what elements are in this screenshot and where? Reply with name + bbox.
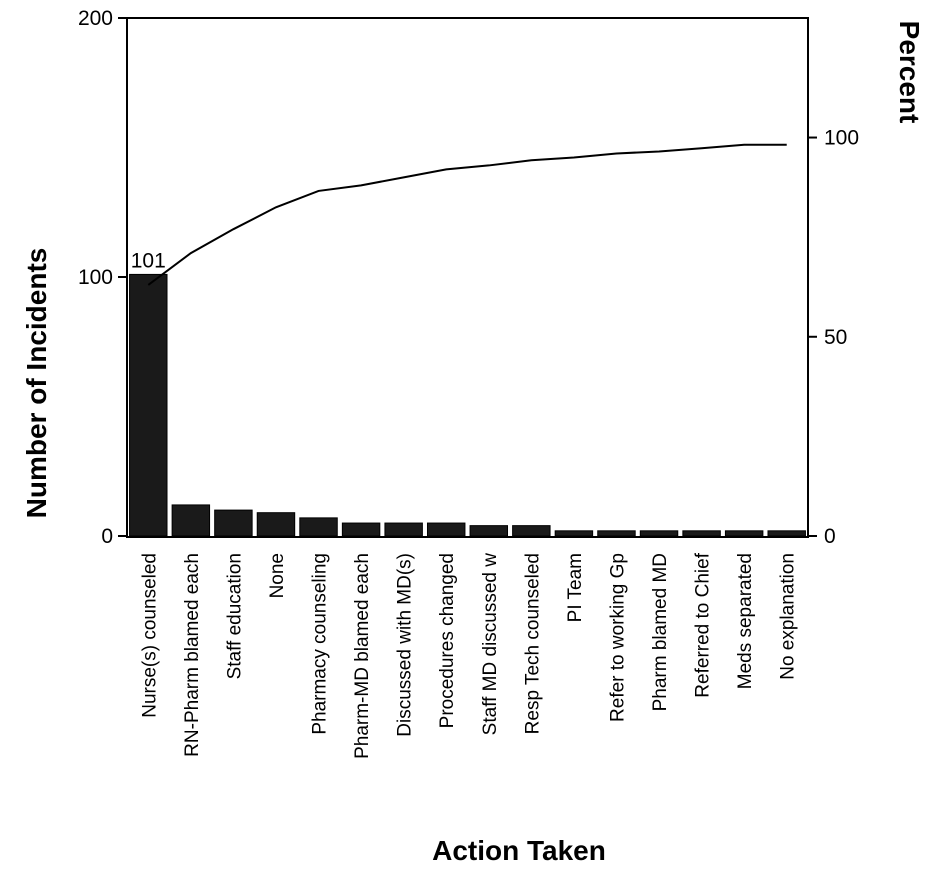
x-category-label: None	[267, 553, 288, 598]
bar	[512, 525, 551, 537]
bar	[724, 530, 764, 537]
bar-data-label: 101	[131, 249, 166, 272]
bar	[682, 530, 721, 537]
y-tick-label: 0	[101, 525, 113, 548]
y2-tick-label: 50	[824, 326, 847, 349]
x-category-label: PI Team	[565, 553, 586, 622]
x-category-label: Pharm blamed MD	[650, 553, 671, 711]
bar-series: 101	[129, 249, 806, 537]
plot-frame	[126, 17, 809, 538]
bar	[767, 530, 806, 537]
x-category-label: Pharmacy counseling	[310, 553, 331, 735]
x-category-label: Referred to Chief	[693, 552, 714, 697]
bar	[171, 504, 211, 537]
x-category-label: Discussed with MD(s)	[395, 553, 416, 737]
x-category-label: No explanation	[778, 553, 799, 680]
bar	[426, 522, 466, 537]
plot-area	[126, 17, 809, 538]
bar	[384, 522, 423, 537]
bar	[597, 530, 636, 537]
y2-tick-label: 0	[824, 525, 836, 548]
right-axis-ticks: 0 50 100	[808, 127, 859, 548]
left-axis-ticks: 0 100 200	[78, 7, 127, 548]
x-category-label: Nurse(s) counseled	[139, 553, 160, 718]
y-tick-label: 200	[78, 7, 113, 30]
cumulative-percent-series	[147, 143, 787, 286]
x-category-label: Staff education	[224, 553, 245, 679]
bar	[554, 530, 594, 537]
x-category-label: Staff MD discussed w	[480, 553, 501, 736]
x-category-label: RN-Pharm blamed each	[182, 553, 203, 757]
x-category-label: Pharm-MD blamed each	[352, 553, 373, 759]
x-axis-title: Action Taken	[432, 835, 606, 866]
x-category-label: Meds separated	[735, 553, 756, 689]
category-labels: Nurse(s) counseled RN-Pharm blamed each St…	[139, 552, 798, 759]
y-tick-label: 100	[78, 266, 113, 289]
y-axis-title: Number of Incidents	[21, 248, 52, 519]
bar	[299, 517, 338, 537]
cumulative-line	[147, 143, 787, 286]
bar	[214, 509, 253, 537]
bar	[129, 273, 168, 537]
bar	[256, 512, 296, 537]
x-category-label: Procedures changed	[437, 553, 458, 728]
bar	[341, 522, 381, 537]
y2-tick-label: 100	[824, 127, 859, 150]
x-category-label: Resp Tech counseled	[522, 553, 543, 734]
bar	[639, 530, 679, 537]
bar	[469, 525, 509, 537]
y2-axis-title: Percent	[894, 21, 925, 124]
x-category-label: Refer to working Gp	[607, 553, 628, 722]
